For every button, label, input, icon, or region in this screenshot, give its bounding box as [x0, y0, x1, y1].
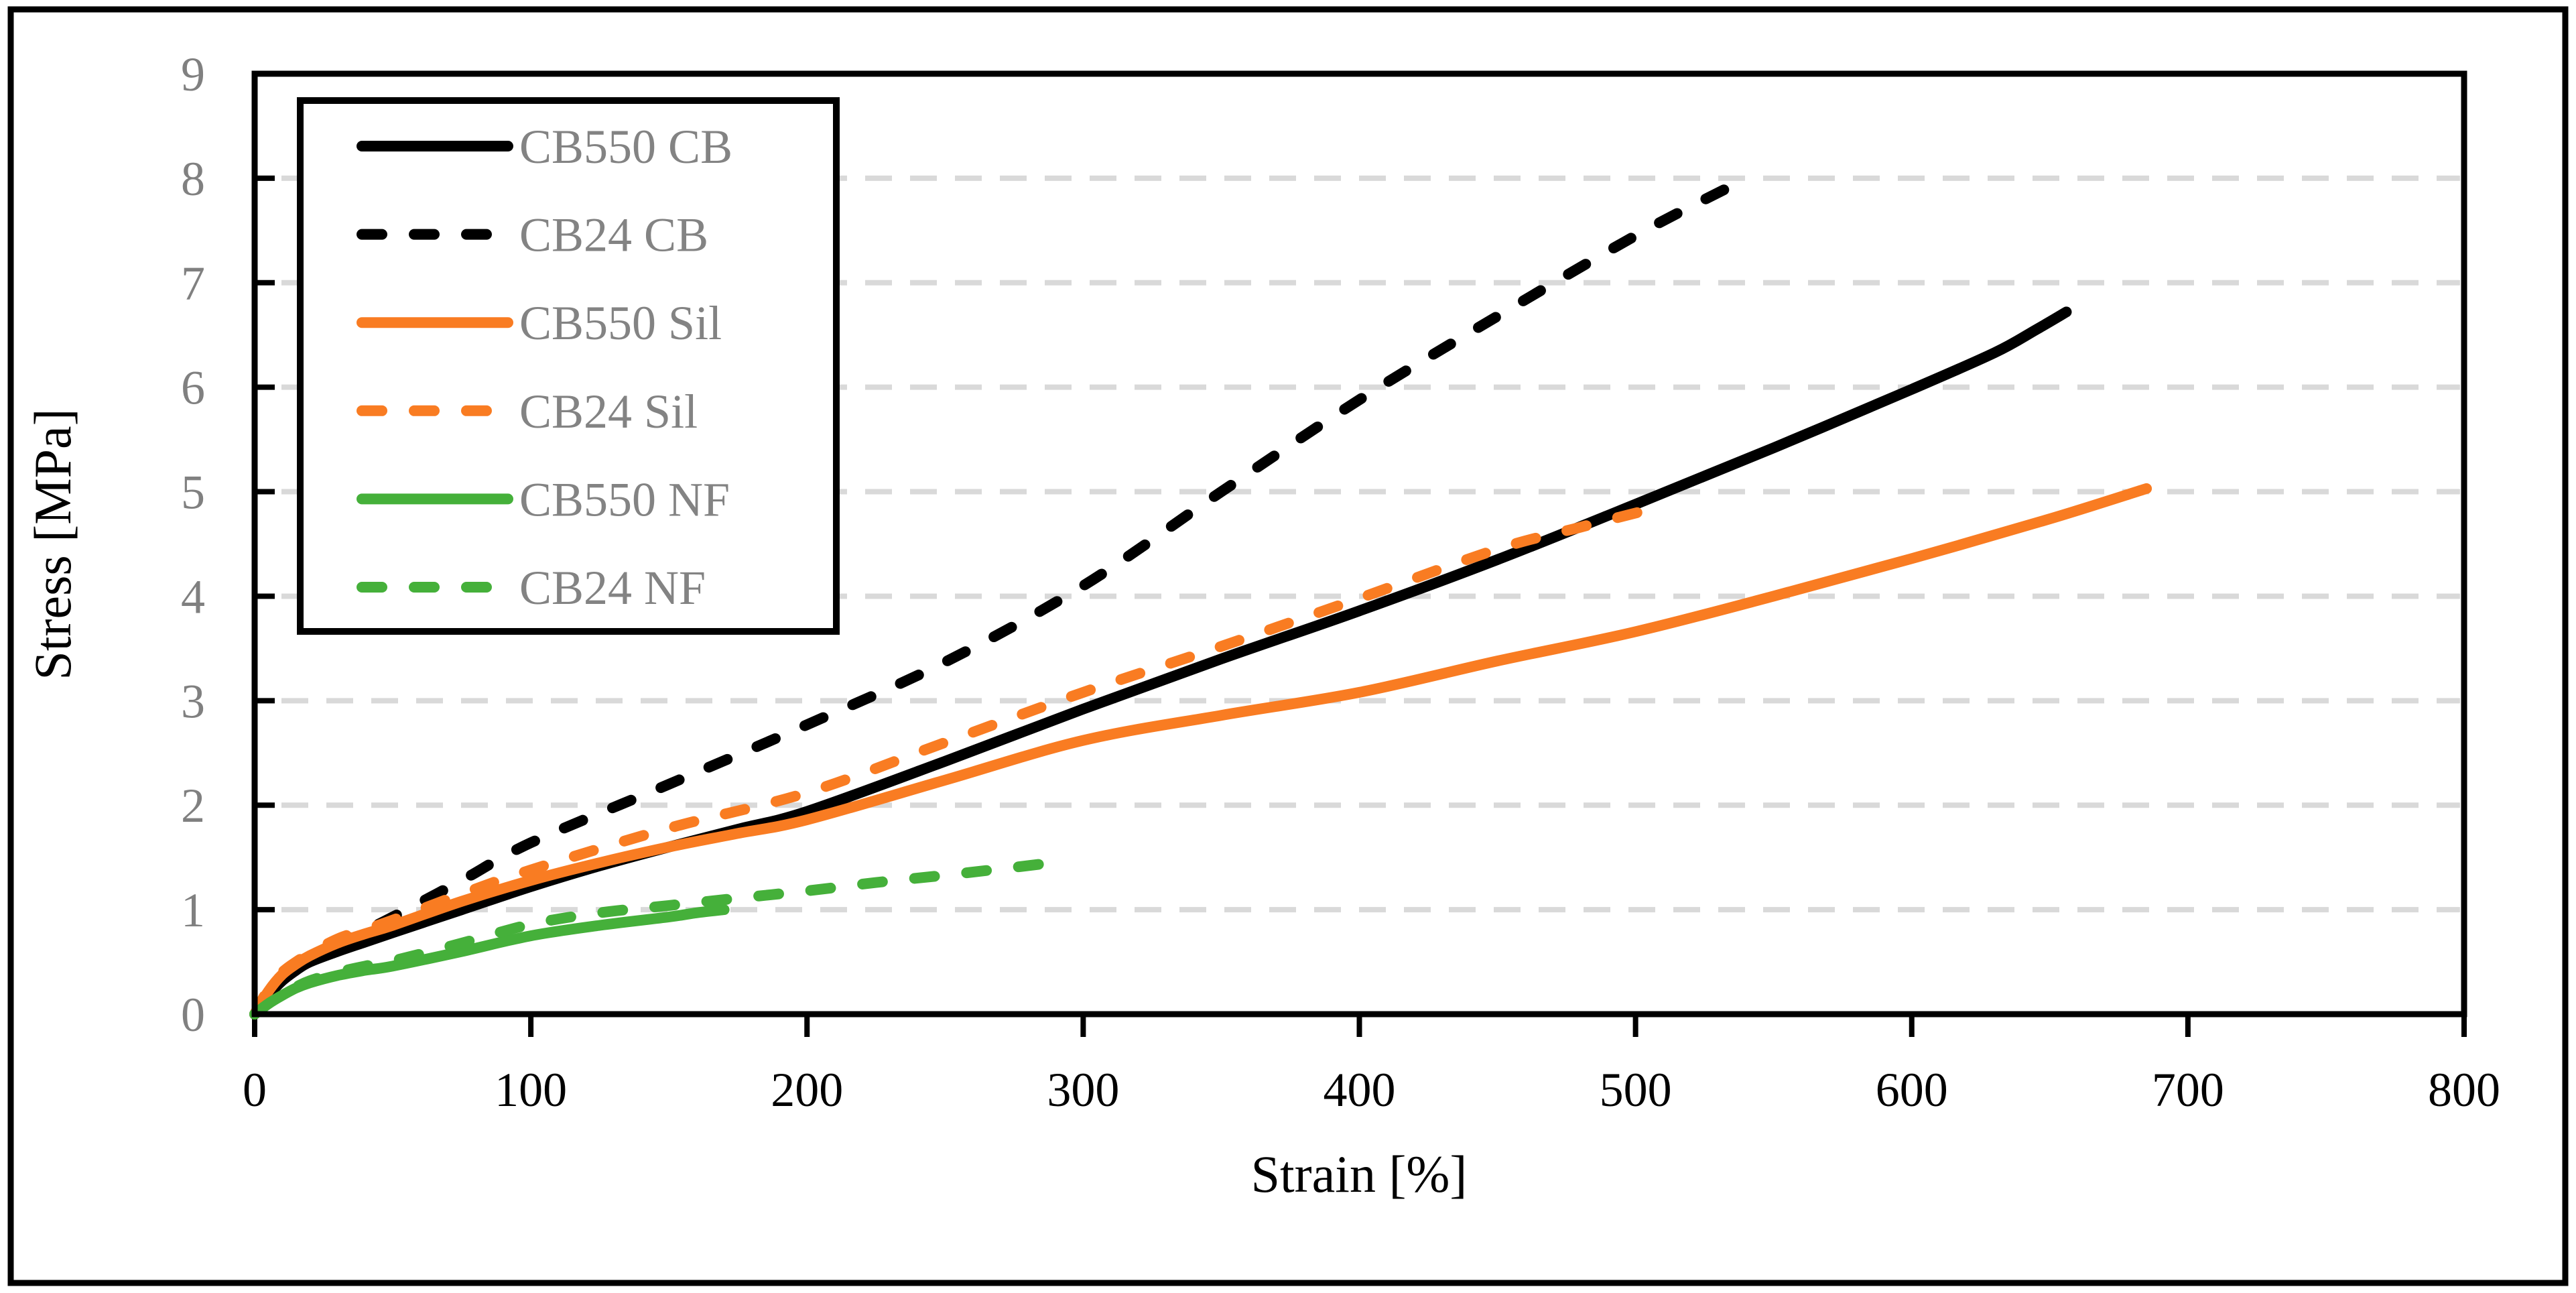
y-tick-label: 0 — [181, 988, 205, 1042]
legend-item-cb550-cb: CB550 CB — [357, 120, 732, 174]
legend-label: CB550 Sil — [519, 296, 722, 350]
x-tick-label: 800 — [2428, 1063, 2500, 1117]
legend-item-cb24-nf: CB24 NF — [357, 561, 706, 615]
legend-item-cb24-cb: CB24 CB — [357, 208, 708, 262]
y-tick-label: 9 — [181, 48, 205, 101]
y-tick-label: 3 — [181, 674, 205, 728]
x-tick-label: 500 — [1600, 1063, 1672, 1117]
legend-label: CB550 CB — [519, 120, 732, 174]
x-tick-label: 600 — [1876, 1063, 1948, 1117]
y-tick-label: 4 — [181, 570, 205, 623]
legend-item-cb24-sil: CB24 Sil — [357, 385, 698, 438]
x-tick-label: 100 — [495, 1063, 567, 1117]
y-axis-title: Stress [MPa] — [23, 408, 82, 680]
y-tick-label: 5 — [181, 466, 205, 519]
y-tick-label: 7 — [181, 257, 205, 310]
legend-box — [297, 97, 840, 635]
series-line-cb24-nf — [249, 858, 1050, 1020]
legend: CB550 CB CB24 CB CB550 Sil CB24 Sil CB550 NF… — [297, 97, 840, 635]
figure-border — [7, 6, 2569, 1286]
x-axis-title: Strain [%] — [1251, 1145, 1468, 1203]
y-tick-label: 1 — [181, 883, 205, 937]
y-tick-label: 2 — [181, 779, 205, 833]
x-tick-label: 400 — [1324, 1063, 1396, 1117]
y-tick-label: 8 — [181, 152, 205, 206]
series-line-cb24-sil — [249, 501, 1663, 1020]
legend-item-cb550-sil: CB550 Sil — [357, 296, 722, 350]
series-lines — [249, 180, 2152, 1020]
y-tick-labels: 0 1 2 3 4 5 6 7 8 9 — [181, 48, 205, 1042]
legend-label: CB24 CB — [519, 208, 708, 262]
plot-frame — [251, 70, 2467, 1018]
y-tick-label: 6 — [181, 361, 205, 415]
series-line-cb550-cb — [249, 306, 2072, 1020]
x-tick-labels: 0 100 200 300 400 500 600 700 800 — [243, 1063, 2500, 1117]
legend-item-cb550-nf: CB550 NF — [357, 473, 730, 526]
series-line-cb550-nf — [249, 904, 730, 1020]
legend-label: CB24 Sil — [519, 385, 698, 438]
x-tick-label: 700 — [2152, 1063, 2224, 1117]
legend-label: CB24 NF — [519, 561, 706, 615]
legend-label: CB550 NF — [519, 473, 730, 526]
x-tick-label: 0 — [243, 1063, 267, 1117]
x-tick-label: 200 — [771, 1063, 843, 1117]
x-tick-label: 300 — [1047, 1063, 1119, 1117]
